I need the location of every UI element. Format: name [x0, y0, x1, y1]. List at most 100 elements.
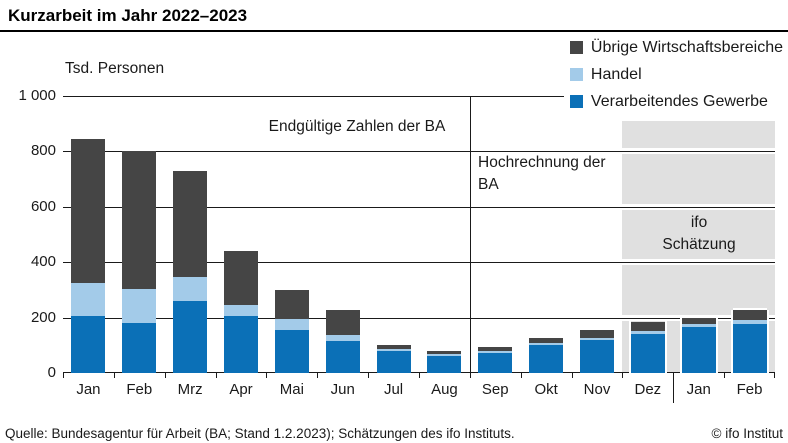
- bar-segment: [224, 315, 258, 373]
- plot-area: Endgültige Zahlen der BA Hochrechnung de…: [18, 87, 775, 403]
- y-axis-label: 400: [30, 253, 56, 271]
- bar-segment: [122, 323, 157, 373]
- bar-jan-12: [681, 317, 716, 373]
- axis-tick: [774, 373, 775, 378]
- annotation-projection: Hochrechnung der BA: [478, 154, 606, 194]
- y-axis-label: 800: [30, 142, 56, 160]
- legend-label: Übrige Wirtschaftsbereiche: [590, 38, 783, 56]
- bar-segment: [681, 323, 716, 328]
- bar-segment: [173, 277, 208, 301]
- month-label: Jul: [383, 381, 404, 398]
- month-label: Nov: [583, 381, 611, 398]
- month-label: Okt: [534, 381, 558, 398]
- bar-segment: [325, 341, 360, 373]
- bar-segment: [732, 323, 767, 373]
- annotation-ifo-estimate: ifo Schätzung: [662, 214, 736, 254]
- bar-segment: [478, 350, 513, 353]
- gridline-800: [63, 151, 775, 153]
- month-label: Feb: [126, 381, 153, 398]
- month-label: Jan: [76, 381, 101, 398]
- bar-aug-7: [427, 351, 462, 373]
- axis-tick: [724, 373, 726, 378]
- y-axis-label: 1 000: [18, 87, 56, 104]
- bar-segment: [122, 288, 157, 324]
- axis-tick: [520, 373, 522, 378]
- month-label: Dez: [634, 381, 662, 398]
- bar-jan-0: [71, 138, 106, 373]
- title-rule: [0, 30, 788, 32]
- legend-swatch-icon: [569, 68, 583, 81]
- axis-tick: [164, 373, 166, 378]
- bar-segment: [630, 321, 665, 332]
- bar-segment: [224, 251, 258, 305]
- legend-label: Verarbeitendes Gewerbe: [590, 92, 768, 110]
- footer: Quelle: Bundesagentur für Arbeit (BA; St…: [0, 426, 788, 441]
- bar-segment: [274, 319, 309, 331]
- projection-divider: [469, 96, 471, 373]
- bar-segment: [376, 344, 411, 350]
- gridline-0: [63, 372, 775, 373]
- month-label: Sep: [481, 381, 509, 398]
- axis-tick: [419, 373, 420, 378]
- axis-tick: [266, 373, 268, 378]
- chart-title: Kurzarbeit im Jahr 2022–2023: [8, 6, 248, 25]
- bar-segment: [274, 289, 309, 319]
- axis-tick: [469, 373, 471, 378]
- month-label: Aug: [431, 381, 458, 398]
- bar-segment: [325, 335, 360, 342]
- bar-segment: [325, 309, 360, 336]
- legend-row: Handel: [569, 65, 783, 84]
- annotation-final-counts: Endgültige Zahlen der BA: [268, 118, 446, 135]
- bar-segment: [681, 317, 716, 324]
- bar-segment: [529, 343, 564, 346]
- y-axis-title: Tsd. Personen: [65, 60, 165, 77]
- bar-segment: [173, 170, 208, 278]
- bar-okt-9: [529, 338, 564, 373]
- bar-jul-6: [376, 344, 411, 373]
- bar-segment: [427, 351, 462, 355]
- bar-dez-11: [630, 321, 665, 373]
- bar-segment: [71, 282, 106, 317]
- bar-apr-3: [224, 251, 258, 373]
- bar-segment: [376, 349, 411, 352]
- bar-segment: [173, 300, 208, 373]
- month-label: Apr: [229, 381, 253, 398]
- bar-segment: [478, 346, 513, 351]
- month-label: Feb: [736, 381, 763, 398]
- gridline-1000: [63, 96, 775, 97]
- gridline-400: [63, 262, 775, 264]
- year-separator: [673, 373, 675, 403]
- bar-nov-10: [580, 330, 614, 373]
- source-text: Quelle: Bundesagentur für Arbeit (BA; St…: [5, 426, 515, 441]
- bar-segment: [732, 310, 767, 320]
- bar-segment: [630, 334, 665, 373]
- month-label: Mai: [279, 381, 304, 398]
- bar-sep-8: [478, 346, 513, 373]
- bar-segment: [122, 151, 157, 289]
- legend-label: Handel: [590, 65, 642, 83]
- bar-segment: [71, 316, 106, 373]
- bar-segment: [376, 351, 411, 373]
- bar-mai-4: [274, 289, 309, 373]
- bar-segment: [427, 354, 462, 357]
- axis-tick: [113, 373, 115, 378]
- legend-row: Übrige Wirtschaftsbereiche: [569, 38, 783, 57]
- bar-segment: [427, 356, 462, 373]
- bar-segment: [732, 319, 767, 324]
- gridline-600: [63, 206, 775, 208]
- axis-tick: [63, 373, 64, 378]
- bar-segment: [580, 340, 614, 373]
- bar-segment: [71, 138, 106, 283]
- bar-feb-13: [732, 310, 767, 373]
- bar-segment: [529, 345, 564, 373]
- bar-feb-1: [122, 151, 157, 373]
- legend: Übrige Wirtschaftsbereiche Handel Verarbei…: [563, 36, 783, 113]
- y-axis-label: 200: [30, 308, 56, 326]
- estimate-region-background: [622, 209, 775, 260]
- estimate-region-background: [622, 265, 775, 315]
- month-label: Jun: [330, 381, 355, 398]
- gridline-200: [63, 317, 775, 319]
- axis-tick: [317, 373, 319, 378]
- y-axis-label: 0: [47, 364, 56, 381]
